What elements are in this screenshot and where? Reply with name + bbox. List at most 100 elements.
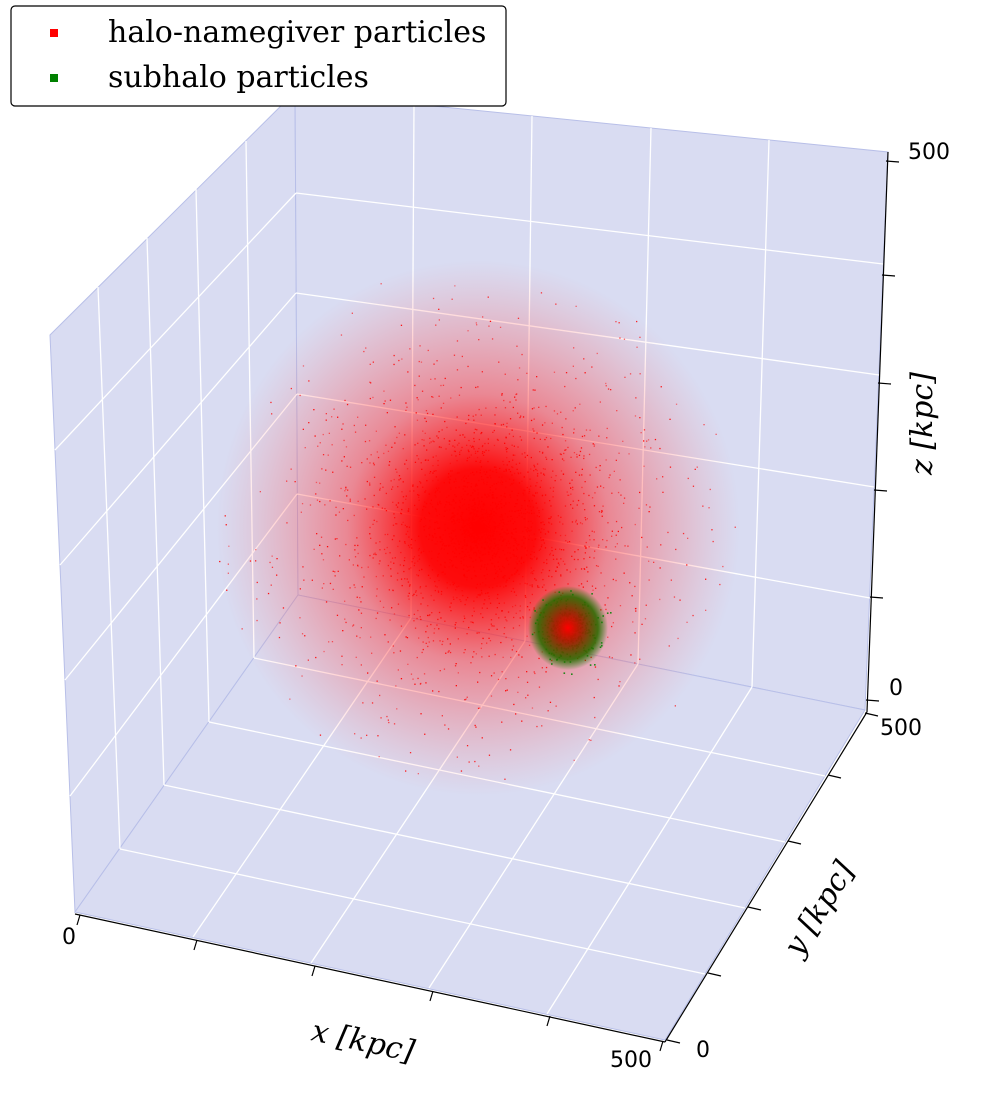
halo-particle [615, 520, 618, 523]
halo-particle [375, 430, 377, 432]
halo-particle [510, 532, 512, 534]
halo-particle [435, 509, 438, 511]
halo-particle [472, 505, 475, 507]
halo-particle [256, 581, 258, 584]
halo-particle [528, 538, 530, 541]
halo-particle [486, 496, 488, 498]
halo-particle [502, 460, 504, 463]
halo-particle [580, 583, 583, 585]
halo-particle [636, 346, 638, 348]
halo-particle [483, 504, 486, 506]
subhalo-particle [589, 664, 592, 666]
halo-particle [519, 509, 521, 511]
halo-particle [687, 477, 689, 480]
gridline [54, 192, 297, 451]
halo-particle [687, 537, 689, 539]
halo-particle [506, 689, 508, 691]
halo-particle [440, 407, 442, 409]
halo-particle [579, 450, 582, 453]
halo-particle [611, 625, 613, 628]
halo-particle [510, 557, 512, 559]
halo-particle [477, 450, 479, 453]
halo-particle [435, 470, 437, 472]
halo-particle [421, 390, 424, 392]
halo-particle [479, 539, 481, 541]
halo-particle [358, 609, 360, 611]
halo-particle [458, 585, 460, 587]
y-tick-label-max: 500 [880, 716, 922, 741]
halo-particle [486, 592, 489, 594]
halo-particle [497, 439, 499, 441]
halo-particle [490, 695, 493, 697]
halo-particle [516, 393, 518, 395]
halo-particle [600, 572, 602, 574]
halo-particle [468, 626, 470, 629]
halo-particle [523, 512, 525, 515]
halo-particle [456, 460, 458, 462]
halo-particle [462, 527, 465, 529]
halo-particle [493, 672, 495, 674]
halo-particle [488, 526, 490, 529]
halo-particle [366, 480, 368, 483]
halo-particle [468, 506, 470, 509]
halo-particle [484, 541, 486, 543]
halo-particle [493, 511, 495, 513]
halo-particle [498, 507, 500, 509]
halo-particle [490, 623, 492, 625]
halo-particle [640, 432, 642, 434]
halo-particle [299, 394, 301, 397]
halo-particle [256, 619, 258, 622]
halo-particle [491, 516, 493, 518]
halo-particle [448, 501, 450, 504]
halo-particle [505, 619, 507, 621]
halo-particle [480, 559, 482, 561]
halo-particle [429, 471, 432, 473]
halo-particle [648, 560, 650, 562]
halo-particle [459, 599, 461, 601]
halo-particle [370, 382, 372, 384]
halo-particle [530, 529, 532, 531]
x-tick [311, 965, 316, 977]
halo-particle [569, 482, 571, 484]
halo-particle [468, 761, 470, 763]
halo-particle [482, 517, 484, 519]
halo-particle [451, 566, 454, 568]
halo-particle [472, 471, 474, 473]
halo-particle [471, 547, 473, 549]
halo-particle [290, 387, 292, 390]
halo-particle [331, 641, 334, 643]
halo-particle [539, 451, 541, 453]
halo-particle [486, 532, 488, 534]
halo-particle [480, 527, 482, 529]
halo-particle [304, 635, 306, 637]
halo-particle [542, 468, 545, 470]
halo-particle [451, 542, 453, 545]
halo-particle [437, 575, 439, 577]
halo-particle [477, 489, 479, 491]
halo-particle [429, 614, 431, 616]
halo-particle [315, 493, 317, 495]
halo-particle [479, 472, 481, 474]
halo-particle [313, 548, 315, 550]
halo-particle [391, 557, 394, 559]
halo-particle [450, 610, 452, 612]
halo-particle [400, 678, 403, 680]
halo-particle [540, 546, 543, 548]
halo-particle [302, 365, 305, 367]
halo-particle [477, 522, 479, 524]
halo-particle [489, 559, 491, 561]
halo-particle [686, 621, 688, 623]
halo-particle [588, 494, 590, 497]
halo-particle [514, 539, 516, 541]
halo-particle [371, 652, 373, 654]
halo-particle [450, 397, 452, 399]
halo-particle [488, 532, 490, 534]
halo-particle [467, 365, 469, 368]
halo-particle [451, 521, 454, 523]
halo-particle [544, 547, 547, 549]
halo-particle [536, 725, 538, 728]
halo-particle [379, 694, 381, 697]
halo-particle [357, 564, 359, 566]
halo-particle [483, 530, 485, 532]
halo-particle [533, 671, 535, 673]
